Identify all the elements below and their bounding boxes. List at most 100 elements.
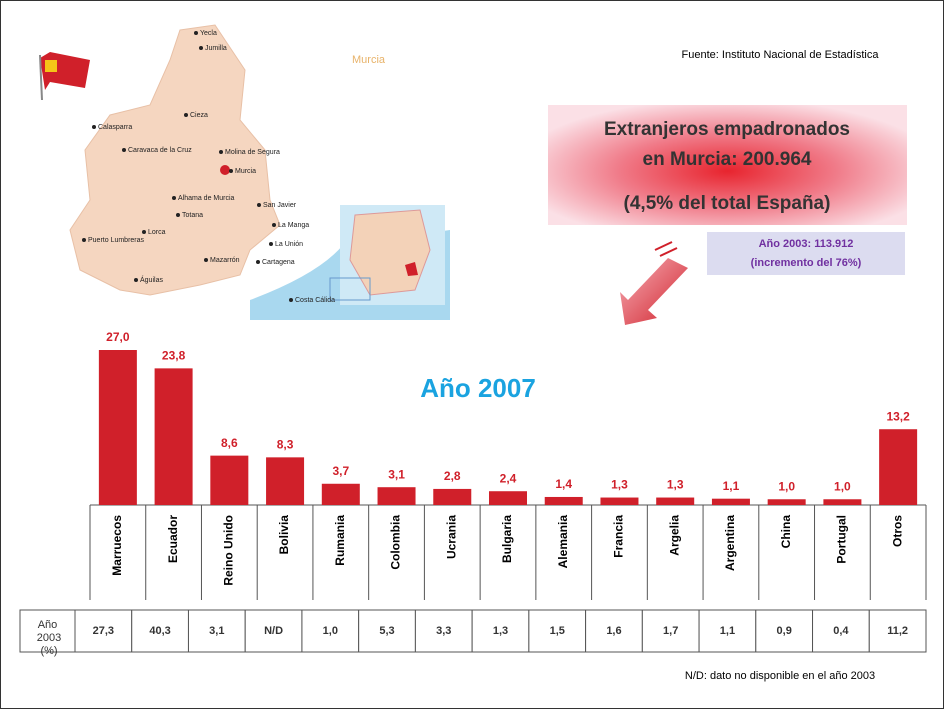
table-cell bbox=[585, 609, 643, 653]
table-value: 27,3 bbox=[93, 625, 114, 637]
table-value: 1,6 bbox=[606, 625, 621, 637]
bar bbox=[433, 488, 472, 505]
table-cell bbox=[74, 609, 133, 653]
city-label: Lorca bbox=[148, 229, 166, 236]
headline-box bbox=[548, 105, 907, 225]
value-label: 1,3 bbox=[667, 478, 684, 492]
bar bbox=[767, 499, 806, 505]
table-cell bbox=[812, 609, 870, 653]
x-tick-label: Alemania bbox=[556, 515, 570, 569]
value-label: 2,8 bbox=[444, 469, 461, 483]
city-dot bbox=[199, 46, 203, 50]
value-label: 1,4 bbox=[555, 477, 572, 491]
value-label: 8,6 bbox=[221, 436, 238, 450]
city-dot bbox=[272, 223, 276, 227]
x-tick-label: Reino Unido bbox=[222, 515, 236, 586]
city-label: Totana bbox=[182, 212, 203, 219]
bar bbox=[377, 487, 416, 505]
city-dot bbox=[289, 298, 293, 302]
city-label: Jumilla bbox=[205, 45, 227, 52]
city-label: Mazarrón bbox=[210, 257, 240, 264]
city-label: Molina de Segura bbox=[225, 149, 280, 156]
x-tick-label: Colombia bbox=[389, 515, 403, 570]
note: Año 2003: 113.912 bbox=[759, 238, 854, 250]
x-tick-label: Otros bbox=[890, 515, 904, 547]
city-label: Puerto Lumbreras bbox=[88, 237, 145, 244]
x-tick-label: Francia bbox=[612, 515, 626, 558]
source-line: Fuente: Instituto Nacional de Estadístic… bbox=[682, 49, 880, 61]
city-label: Cieza bbox=[190, 112, 208, 119]
city-dot bbox=[134, 278, 138, 282]
table-value: 0,9 bbox=[777, 625, 792, 637]
city-label: Yecla bbox=[200, 30, 217, 37]
x-tick-label: Marruecos bbox=[110, 515, 124, 576]
table-value: N/D bbox=[264, 625, 283, 637]
x-tick-label: Ecuador bbox=[166, 515, 180, 563]
table-value: 3,1 bbox=[209, 625, 224, 637]
city-dot bbox=[229, 169, 233, 173]
city-dot bbox=[172, 196, 176, 200]
bar bbox=[823, 499, 862, 505]
table-value: 3,3 bbox=[436, 625, 451, 637]
bar bbox=[544, 496, 583, 505]
city-label: Alhama de Murcia bbox=[178, 195, 235, 202]
city-dot bbox=[219, 150, 223, 154]
value-label: 1,1 bbox=[723, 479, 740, 493]
note: (incremento del 76%) bbox=[751, 257, 862, 269]
table-value: 1,1 bbox=[720, 625, 735, 637]
city-dot bbox=[92, 125, 96, 129]
x-tick-label: Argentina bbox=[723, 515, 737, 571]
table-header-cell bbox=[19, 609, 76, 653]
bar bbox=[600, 497, 639, 505]
table-value: 1,3 bbox=[493, 625, 508, 637]
city-label: Caravaca de la Cruz bbox=[128, 147, 192, 154]
city-dot bbox=[82, 238, 86, 242]
city-dot bbox=[122, 148, 126, 152]
bar bbox=[266, 457, 305, 505]
value-label: 27,0 bbox=[106, 330, 130, 344]
value-label: 3,7 bbox=[332, 464, 349, 478]
arrow bbox=[620, 241, 688, 325]
table-value: 5,3 bbox=[379, 625, 394, 637]
city-label: Cartagena bbox=[262, 259, 295, 266]
value-label: 8,3 bbox=[277, 438, 294, 452]
city-dot bbox=[194, 31, 198, 35]
value-label: 23,8 bbox=[162, 349, 186, 363]
headline: Extranjeros empadronados bbox=[604, 119, 850, 140]
city-label: La Manga bbox=[278, 222, 309, 229]
x-tick-label: Bulgaria bbox=[500, 515, 514, 563]
city-dot bbox=[257, 203, 261, 207]
x-tick-label: China bbox=[779, 515, 793, 549]
table-value: 1,7 bbox=[663, 625, 678, 637]
note-box bbox=[707, 232, 905, 275]
city-dot bbox=[176, 213, 180, 217]
table-cell bbox=[358, 609, 416, 653]
map-title: Murcia bbox=[352, 54, 386, 66]
city-dot bbox=[256, 260, 260, 264]
value-label: 1,0 bbox=[834, 479, 851, 493]
footnote: N/D: dato no disponible en el año 2003 bbox=[685, 670, 875, 682]
city-label: Águilas bbox=[140, 275, 163, 284]
city-dot bbox=[184, 113, 188, 117]
city-label: Calasparra bbox=[98, 124, 132, 131]
bar bbox=[321, 483, 360, 505]
bar bbox=[489, 491, 527, 505]
table-value: 40,3 bbox=[149, 625, 170, 637]
x-tick-label: Ucrania bbox=[444, 515, 458, 559]
table-value: 11,2 bbox=[887, 625, 908, 637]
city-label: Costa Cálida bbox=[295, 297, 335, 304]
bar bbox=[711, 498, 750, 505]
table-value: 1,0 bbox=[323, 625, 338, 637]
value-label: 3,1 bbox=[388, 467, 405, 481]
table-cell bbox=[131, 609, 189, 653]
city-label: San Javier bbox=[263, 202, 297, 209]
table-cell bbox=[868, 609, 927, 653]
bar bbox=[98, 350, 137, 505]
city-label: Murcia bbox=[235, 168, 256, 175]
city-label: La Unión bbox=[275, 241, 303, 248]
source: Fuente: Instituto Nacional de Estadístic… bbox=[682, 49, 880, 61]
table-cell bbox=[471, 609, 530, 653]
city-dot bbox=[142, 230, 146, 234]
headline: (4,5% del total España) bbox=[624, 193, 831, 214]
